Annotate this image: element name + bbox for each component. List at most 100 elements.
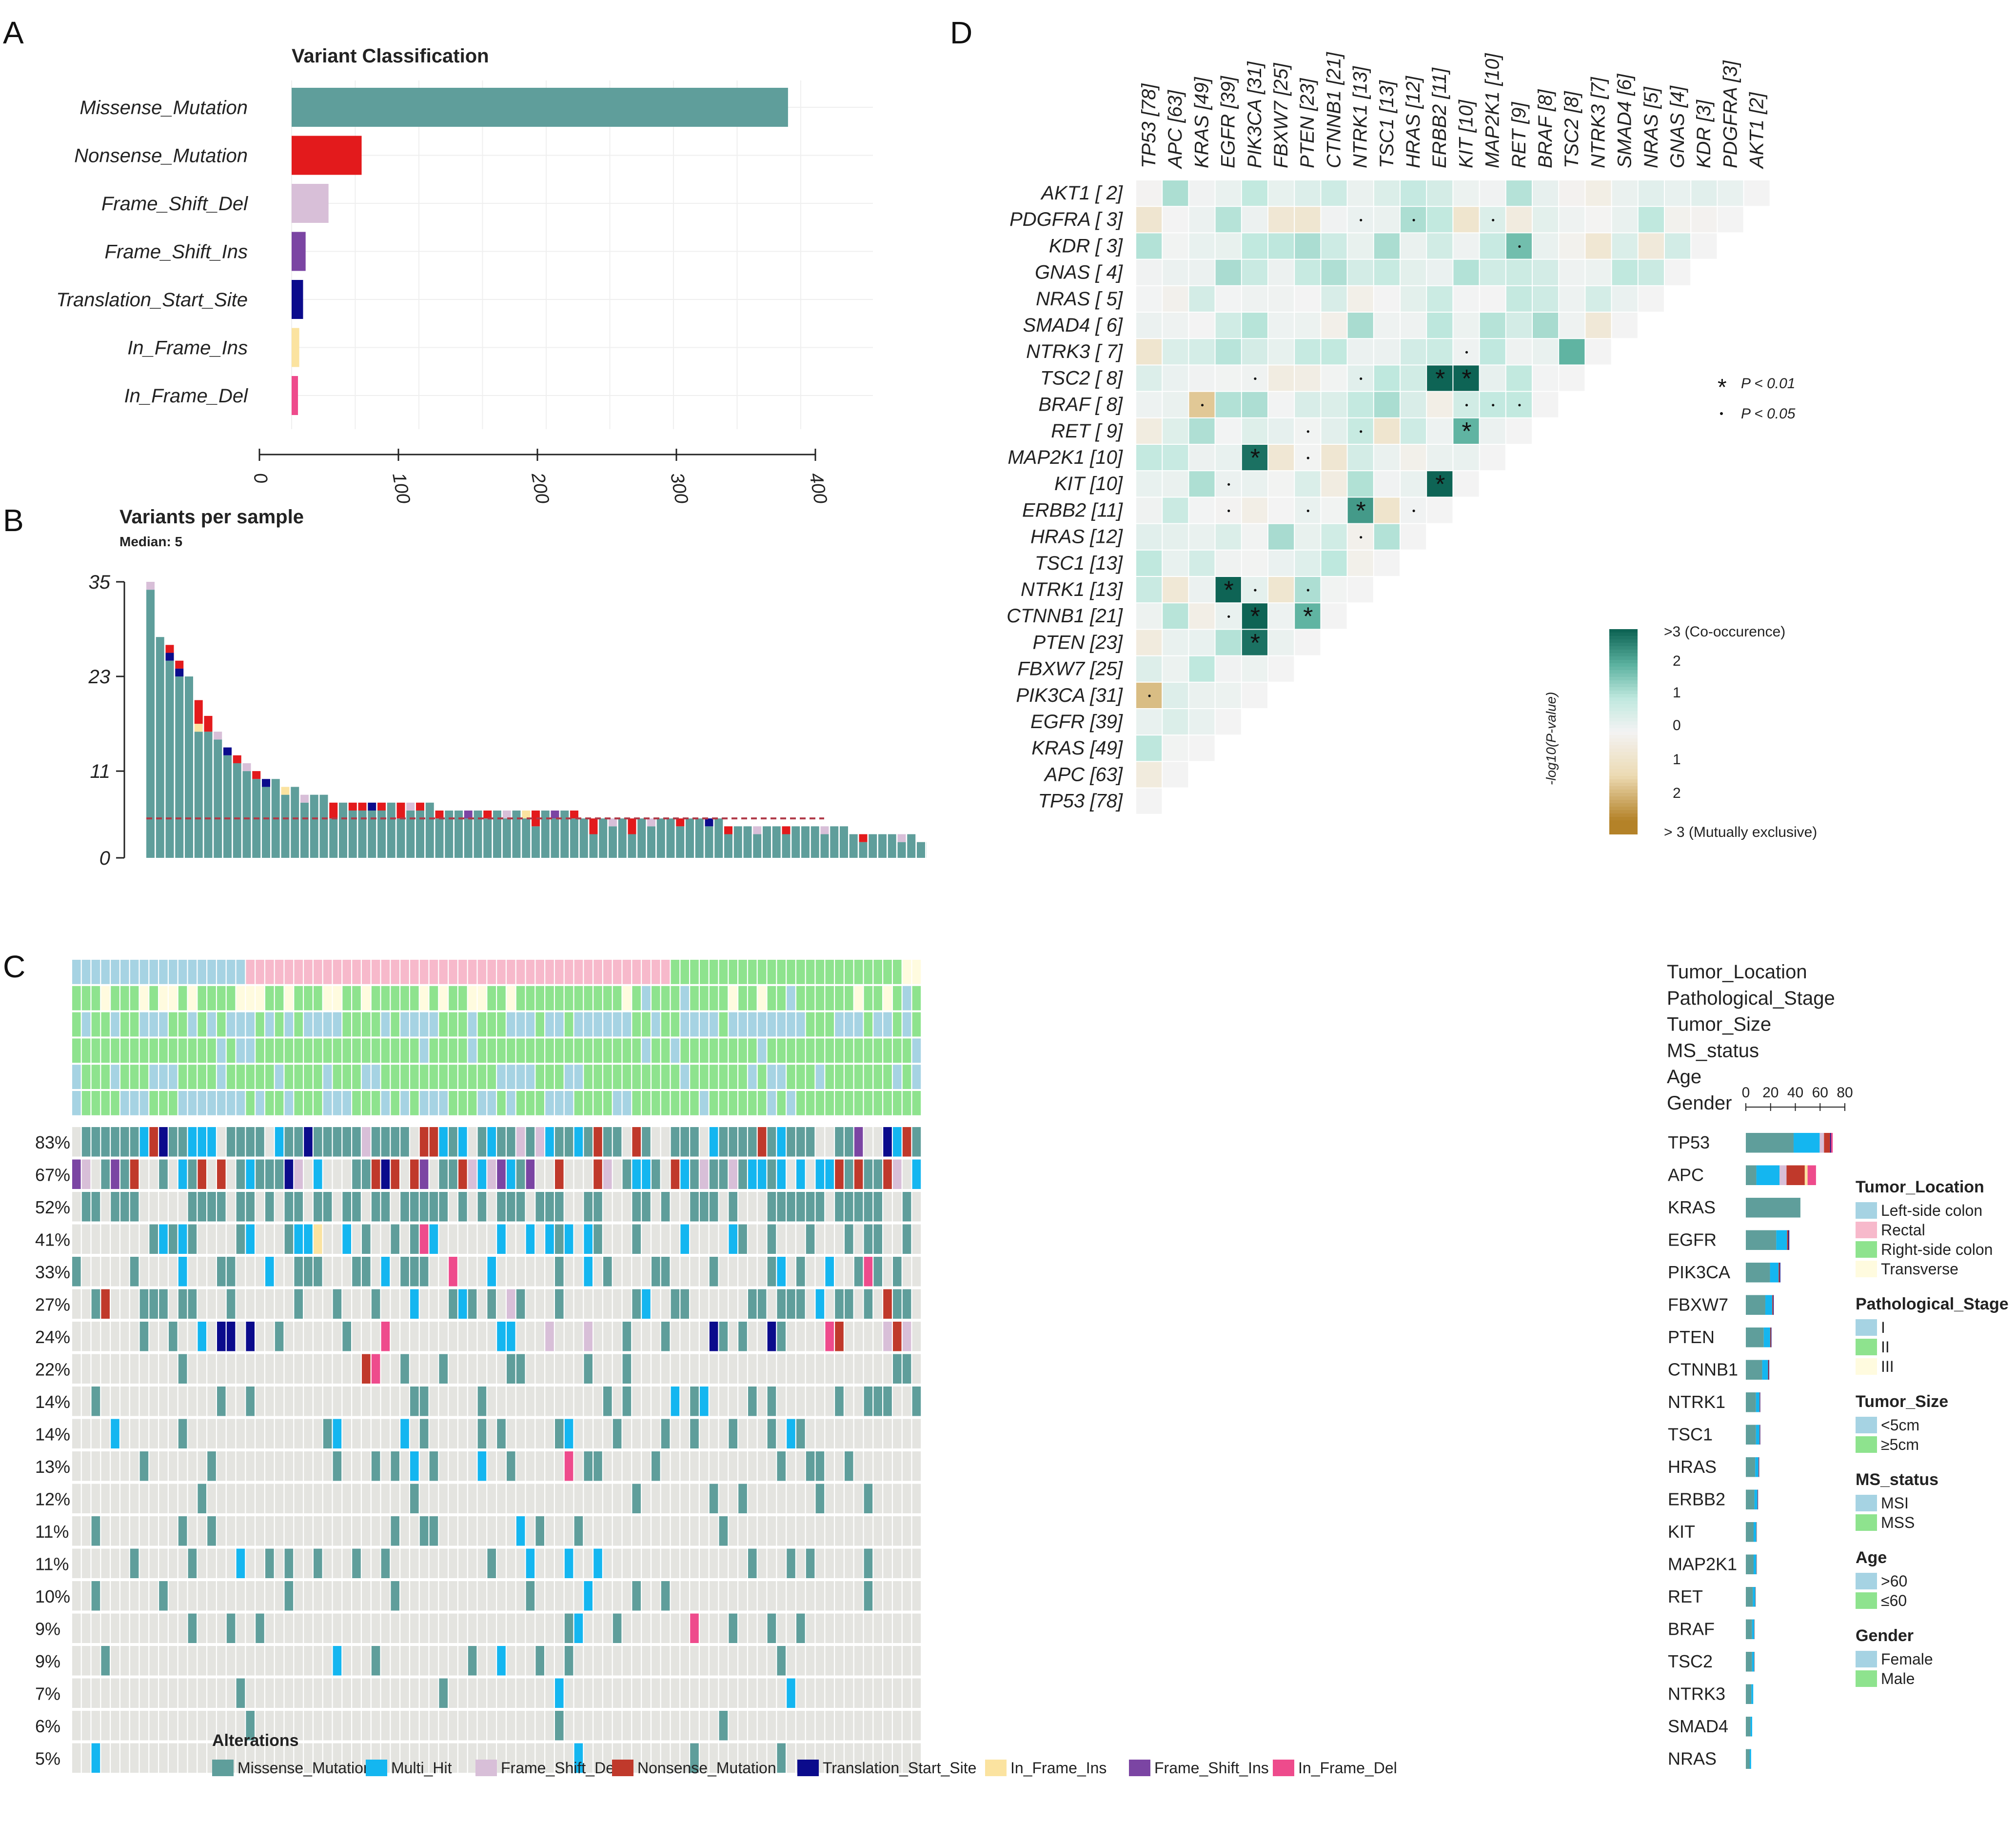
legend-swatch	[1856, 1319, 1877, 1336]
cell-empty	[371, 1548, 380, 1578]
track-cell-Tumor_Size	[873, 1012, 882, 1037]
gene-percent: 9%	[35, 1651, 60, 1671]
cell-empty	[91, 1711, 100, 1741]
cell-empty	[333, 1548, 342, 1578]
row-label: NRAS [ 5]	[1036, 288, 1123, 310]
track-cell-Tumor_Location	[671, 960, 680, 984]
track-cell-Gender	[507, 1091, 515, 1115]
cell-Missense_Mutation	[487, 1289, 496, 1319]
interaction-cell	[1427, 365, 1453, 391]
cell-empty	[613, 1484, 622, 1513]
track-cell-Age	[120, 1065, 129, 1089]
cell-empty	[410, 1322, 419, 1351]
cell-empty	[642, 1581, 651, 1611]
cell-Missense_Mutation	[371, 1289, 380, 1319]
cell-empty	[304, 1548, 313, 1578]
cell-empty	[603, 1646, 612, 1676]
cell-empty	[101, 1484, 110, 1513]
track-cell-Tumor_Location	[246, 960, 255, 984]
cell-empty	[902, 1451, 911, 1481]
cell-Multi_Hit	[584, 1581, 593, 1611]
cell-empty	[139, 1484, 149, 1513]
cell-empty	[680, 1484, 689, 1513]
interaction-cell	[1215, 656, 1241, 682]
significance-dot	[1306, 456, 1309, 459]
legend-item: Left-side colon	[1881, 1202, 1982, 1219]
track-label: Age	[1667, 1066, 1701, 1088]
cell-empty	[410, 1743, 419, 1773]
cell-empty	[130, 1354, 139, 1384]
cell-empty	[304, 1451, 313, 1481]
track-cell-Gender	[352, 1091, 361, 1115]
cell-empty	[333, 1743, 342, 1773]
cell-Missense_Mutation	[671, 1289, 680, 1319]
track-cell-Pathological_Stage	[226, 986, 236, 1011]
cell-empty	[535, 1224, 544, 1254]
cell-empty	[690, 1257, 699, 1287]
cell-empty	[468, 1387, 477, 1416]
cell-empty	[603, 1743, 612, 1773]
cell-empty	[487, 1224, 496, 1254]
cell-empty	[652, 1711, 660, 1741]
cell-empty	[246, 1613, 255, 1643]
interaction-cell	[1374, 339, 1400, 365]
cell-Missense_Mutation	[622, 1159, 632, 1189]
track-cell-Gender	[738, 1091, 747, 1115]
track-cell-Pathological_Stage	[671, 986, 680, 1011]
cell-empty	[815, 1581, 825, 1611]
cell-Missense_Mutation	[111, 1127, 119, 1157]
cell-empty	[198, 1613, 206, 1643]
cell-Multi_Hit	[574, 1613, 583, 1643]
cell-empty	[497, 1289, 506, 1319]
interaction-cell	[1453, 259, 1479, 285]
cell-empty	[883, 1613, 892, 1643]
track-cell-Tumor_Size	[111, 1012, 119, 1037]
cell-Missense_Mutation	[72, 1257, 81, 1287]
cell-Multi_Hit	[477, 1451, 487, 1481]
cell-empty	[130, 1322, 139, 1351]
track-cell-Gender	[661, 1091, 670, 1115]
cell-empty	[391, 1613, 399, 1643]
cell-empty	[719, 1192, 728, 1222]
track-cell-Tumor_Location	[864, 960, 873, 984]
track-cell-Tumor_Location	[845, 960, 853, 984]
interaction-cell	[1559, 365, 1585, 391]
cell-empty	[719, 1224, 728, 1254]
sample-bar-missense	[840, 826, 848, 858]
cell-empty	[815, 1354, 825, 1384]
column-label: TSC2 [8]	[1561, 91, 1582, 168]
gene-percent: 13%	[35, 1457, 70, 1477]
cell-empty	[883, 1224, 892, 1254]
cell-empty	[275, 1711, 284, 1741]
track-cell-Gender	[729, 1091, 737, 1115]
track-cell-Pathological_Stage	[217, 986, 226, 1011]
cell-empty	[304, 1484, 313, 1513]
cell-Missense_Mutation	[584, 1451, 593, 1481]
track-cell-Gender	[342, 1091, 351, 1115]
cell-empty	[362, 1484, 371, 1513]
legend-title: MS_status	[1856, 1470, 1938, 1489]
track-cell-Gender	[902, 1091, 911, 1115]
cell-empty	[603, 1289, 612, 1319]
cell-empty	[169, 1354, 178, 1384]
cell-empty	[854, 1451, 863, 1481]
cell-empty	[574, 1289, 583, 1319]
cell-empty	[497, 1548, 506, 1578]
cell-empty	[304, 1289, 313, 1319]
cell-empty	[593, 1711, 602, 1741]
cell-Translation_Start_Site	[284, 1159, 294, 1189]
cell-empty	[632, 1257, 641, 1287]
cell-empty	[555, 1613, 564, 1643]
interaction-cell	[1268, 445, 1294, 471]
cell-empty	[217, 1289, 226, 1319]
cell-empty	[178, 1451, 187, 1481]
cell-empty	[584, 1613, 593, 1643]
cell-empty	[169, 1387, 178, 1416]
track-cell-Tumor_Size	[516, 1012, 525, 1037]
cell-Missense_Mutation	[864, 1289, 873, 1319]
track-cell-Age	[439, 1065, 448, 1089]
cell-empty	[603, 1354, 612, 1384]
cell-empty	[323, 1484, 332, 1513]
track-cell-Age	[680, 1065, 689, 1089]
cell-empty	[207, 1678, 216, 1708]
